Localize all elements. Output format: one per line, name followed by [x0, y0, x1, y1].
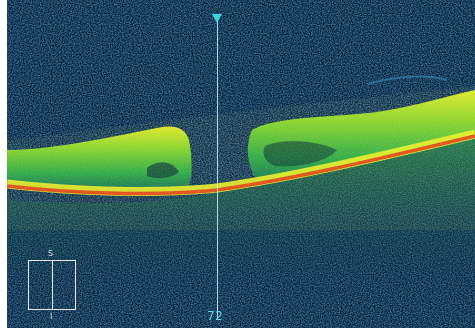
scan-position-line[interactable]	[217, 14, 218, 320]
orientation-indicator	[28, 260, 76, 310]
oct-scan-image	[7, 0, 475, 328]
slice-number-label: 72	[207, 309, 224, 323]
orientation-center-line	[52, 261, 53, 309]
scan-position-marker-icon[interactable]	[212, 14, 222, 23]
orientation-top-label: S	[48, 249, 54, 258]
orientation-bottom-label: I	[50, 312, 53, 321]
